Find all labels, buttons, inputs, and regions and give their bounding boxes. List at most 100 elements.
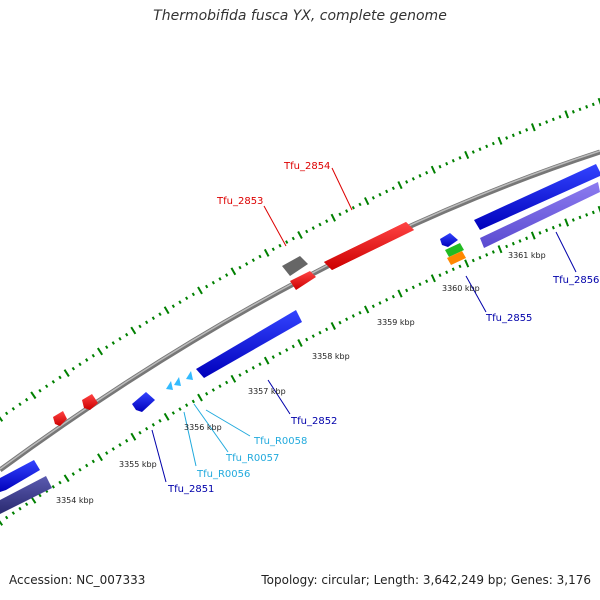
minor-tick bbox=[11, 407, 16, 411]
minor-tick bbox=[458, 264, 462, 269]
gene-left-blue-edge[interactable] bbox=[0, 460, 40, 492]
gene-label: Tfu_2856 bbox=[552, 275, 599, 286]
gene-tfu-2854[interactable] bbox=[324, 222, 414, 270]
minor-tick bbox=[271, 247, 275, 252]
gene-left-lavender-edge[interactable] bbox=[0, 476, 52, 514]
minor-tick bbox=[445, 161, 449, 166]
minor-tick bbox=[318, 222, 322, 227]
gene-tfu-2853[interactable] bbox=[290, 271, 316, 290]
minor-tick bbox=[511, 241, 515, 246]
minor-tick bbox=[338, 212, 342, 217]
minor-tick bbox=[38, 493, 42, 498]
major-tick bbox=[397, 289, 403, 298]
minor-tick bbox=[191, 399, 195, 404]
minor-tick bbox=[525, 236, 529, 241]
minor-tick bbox=[345, 209, 349, 213]
minor-tick bbox=[24, 502, 29, 507]
minor-tick bbox=[305, 229, 309, 234]
scale-label: 3357 kbp bbox=[248, 387, 286, 396]
minor-tick bbox=[558, 223, 562, 227]
scale-label: 3355 kbp bbox=[119, 460, 157, 469]
trna-tfu-r0057[interactable] bbox=[174, 377, 181, 386]
major-tick bbox=[530, 231, 536, 240]
trna-tfu-r0056[interactable] bbox=[166, 381, 173, 390]
minor-tick bbox=[305, 337, 309, 342]
leader-lines bbox=[151, 167, 577, 483]
minor-tick bbox=[258, 362, 262, 366]
major-tick bbox=[130, 326, 137, 335]
major-tick bbox=[464, 259, 470, 268]
minor-tick bbox=[505, 136, 509, 140]
major-tick bbox=[197, 393, 203, 402]
minor-tick bbox=[205, 284, 209, 289]
minor-tick bbox=[385, 298, 389, 302]
minor-tick bbox=[405, 288, 409, 293]
minor-tick bbox=[58, 480, 62, 485]
major-tick bbox=[297, 231, 303, 239]
major-tick bbox=[230, 267, 237, 276]
major-tick bbox=[330, 213, 336, 222]
minor-tick bbox=[258, 254, 262, 259]
minor-tick bbox=[538, 231, 542, 235]
minor-tick bbox=[585, 105, 589, 109]
minor-tick bbox=[385, 189, 389, 194]
gene-tfu-2852[interactable] bbox=[196, 310, 302, 378]
minor-tick bbox=[351, 205, 355, 210]
minor-tick bbox=[325, 219, 329, 223]
minor-tick bbox=[318, 330, 322, 335]
gene-blue-small-top[interactable] bbox=[440, 233, 458, 247]
minor-tick bbox=[391, 186, 395, 191]
minor-tick bbox=[18, 402, 22, 407]
minor-tick bbox=[4, 411, 9, 416]
minor-tick bbox=[151, 423, 155, 427]
minor-tick bbox=[405, 180, 409, 184]
gene-tfu-2851[interactable] bbox=[132, 392, 155, 412]
major-tick bbox=[497, 136, 503, 145]
major-tick bbox=[464, 150, 470, 160]
minor-tick bbox=[205, 392, 209, 396]
minor-tick bbox=[311, 226, 315, 230]
minor-tick bbox=[458, 156, 462, 160]
trna-tfu-r0058[interactable] bbox=[186, 371, 193, 380]
minor-tick bbox=[291, 344, 295, 349]
minor-tick bbox=[591, 210, 595, 215]
minor-tick bbox=[178, 300, 182, 305]
minor-tick bbox=[391, 294, 395, 299]
minor-tick bbox=[238, 373, 242, 377]
gene-grey-feature[interactable] bbox=[282, 256, 308, 276]
minor-tick bbox=[358, 202, 362, 207]
rna-green[interactable] bbox=[445, 243, 464, 257]
gene-label: Tfu_R0056 bbox=[196, 469, 250, 480]
minor-tick bbox=[291, 236, 295, 241]
minor-tick bbox=[438, 164, 442, 169]
gene-red-small-1[interactable] bbox=[82, 394, 98, 410]
minor-tick bbox=[311, 334, 315, 338]
scale-label: 3360 kbp bbox=[442, 284, 480, 293]
minor-tick bbox=[138, 430, 142, 435]
scale-label: 3359 kbp bbox=[377, 318, 415, 327]
gene-red-small-2[interactable] bbox=[53, 411, 67, 426]
minor-tick bbox=[11, 511, 16, 515]
rna-orange[interactable] bbox=[447, 251, 466, 265]
minor-tick bbox=[591, 102, 595, 107]
minor-tick bbox=[278, 243, 282, 248]
minor-tick bbox=[571, 110, 575, 114]
minor-tick bbox=[151, 316, 155, 320]
major-tick bbox=[96, 347, 104, 356]
major-tick bbox=[497, 245, 503, 254]
gene-tfu-2855[interactable] bbox=[480, 182, 600, 248]
minor-tick bbox=[145, 320, 149, 325]
scale-labels: 3354 kbp 3355 kbp 3356 kbp 3357 kbp 3358… bbox=[56, 251, 546, 505]
gene-tfu-2856-upper[interactable] bbox=[474, 164, 600, 230]
minor-tick bbox=[238, 265, 242, 270]
minor-tick bbox=[491, 250, 495, 254]
major-tick bbox=[163, 306, 170, 315]
minor-tick bbox=[225, 380, 229, 385]
major-tick bbox=[530, 123, 536, 132]
minor-tick bbox=[18, 506, 22, 511]
minor-tick bbox=[445, 270, 449, 275]
minor-tick bbox=[58, 375, 62, 380]
minor-tick bbox=[4, 515, 9, 520]
